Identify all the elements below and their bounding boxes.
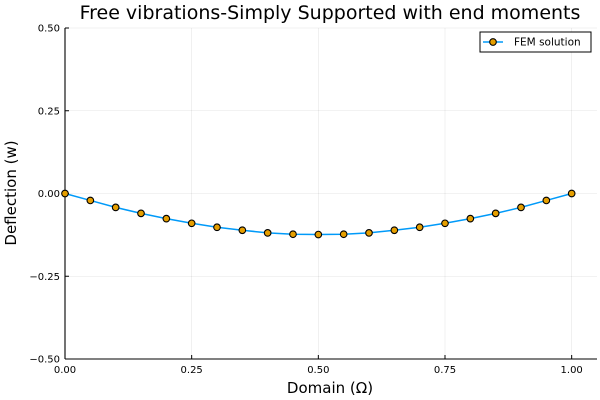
y-tick-label: 0.25 — [38, 106, 60, 117]
chart-title: Free vibrations-Simply Supported with en… — [80, 2, 581, 24]
tick-label-layer: 0.00 0.25 0.50 0.75 1.00 −0.50 −0.25 0.00 0.25 0.… — [29, 24, 582, 377]
data-point — [162, 214, 171, 223]
data-point — [263, 229, 272, 237]
y-tick-label: 0.50 — [38, 24, 60, 35]
y-tick-label: −0.25 — [29, 272, 60, 283]
data-point — [213, 223, 221, 232]
data-point — [187, 219, 196, 228]
data-point — [365, 229, 373, 237]
y-axis-label: Deflection (w) — [2, 140, 20, 245]
grid-layer — [64, 27, 597, 360]
data-point — [441, 219, 449, 228]
legend-box — [479, 31, 592, 53]
series-layer — [61, 189, 576, 239]
data-point — [390, 226, 399, 235]
x-tick-label: 0.50 — [307, 365, 329, 376]
data-point — [86, 196, 95, 205]
legend: FEM solution — [479, 31, 592, 53]
data-point — [517, 203, 525, 212]
data-point — [314, 230, 323, 239]
x-tick-label: 0.25 — [181, 365, 203, 376]
x-tick-label: 0.00 — [54, 365, 76, 376]
x-axis-label: Domain (Ω) — [287, 379, 373, 397]
data-point — [111, 203, 120, 212]
legend-marker — [489, 38, 497, 46]
data-point — [567, 189, 576, 198]
x-tick-label: 1.00 — [561, 365, 583, 376]
data-point — [415, 223, 424, 232]
data-point — [238, 226, 247, 235]
data-point — [61, 189, 69, 198]
data-point — [466, 214, 475, 223]
x-tick-label: 0.75 — [434, 365, 456, 376]
data-point — [137, 209, 145, 218]
data-point — [542, 196, 551, 205]
data-point — [491, 209, 500, 218]
data-point — [339, 230, 348, 239]
data-point — [289, 230, 297, 239]
y-tick-label: −0.50 — [29, 355, 60, 366]
legend-label: FEM solution — [514, 37, 581, 49]
y-tick-label: 0.00 — [38, 189, 60, 200]
